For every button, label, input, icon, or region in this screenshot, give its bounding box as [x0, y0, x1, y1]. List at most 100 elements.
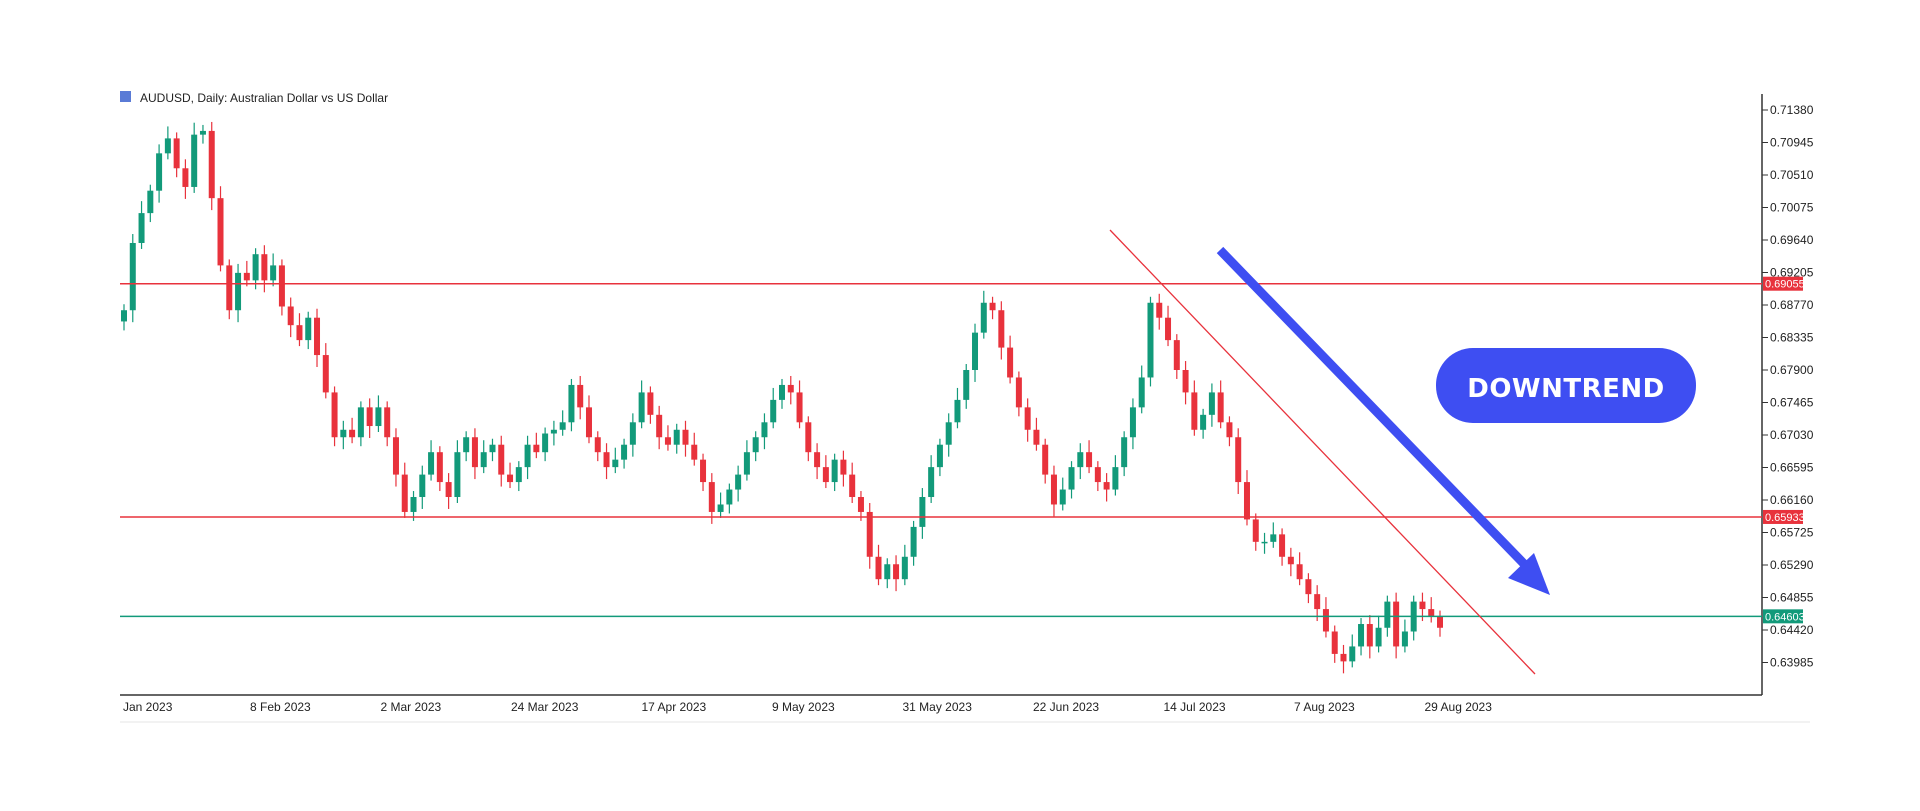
candle-body — [761, 422, 768, 438]
candle-body — [147, 190, 154, 214]
candle-body — [1226, 422, 1233, 438]
candle-body — [691, 444, 698, 460]
candle-body — [1173, 340, 1180, 370]
candle-body — [594, 437, 601, 453]
candle-body — [673, 429, 680, 445]
candle-body — [1129, 407, 1136, 438]
candle-body — [191, 134, 198, 187]
candle-body — [779, 384, 785, 400]
candle-body — [1375, 627, 1382, 647]
candle-body — [489, 444, 496, 453]
candle-body — [129, 242, 136, 311]
candle-body — [831, 459, 838, 483]
candle-body — [1050, 474, 1057, 505]
time-tick-label: 22 Jun 2023 — [1033, 700, 1099, 714]
candle-body — [708, 482, 715, 512]
candle-body — [419, 474, 426, 498]
candle-body — [507, 474, 514, 483]
price-tick-label: 0.68770 — [1770, 298, 1814, 312]
candle-body — [884, 564, 891, 580]
candle-body — [1042, 444, 1049, 475]
candle-body — [1235, 437, 1242, 483]
time-tick-label: 17 Apr 2023 — [642, 700, 707, 714]
candle-body — [340, 429, 347, 438]
level-tag-label: 0.65933 — [1765, 512, 1805, 524]
candle-body — [515, 467, 522, 483]
candle-body — [1270, 534, 1277, 542]
candle-body — [1428, 609, 1435, 617]
candle-body — [1165, 317, 1172, 341]
candle-body — [1279, 534, 1286, 557]
candle-body — [647, 392, 654, 415]
price-tick-label: 0.69205 — [1770, 266, 1814, 280]
candle-body — [770, 399, 777, 423]
downtrend-badge: DOWNTREND — [1436, 348, 1696, 423]
price-tick-label: 0.67900 — [1770, 363, 1814, 377]
candle-body — [1437, 616, 1443, 628]
candle-body — [603, 452, 610, 468]
candle-body — [1112, 467, 1119, 490]
chart-title-text: AUDUSD, Daily: Australian Dollar vs US D… — [140, 91, 388, 105]
arrow-shaft — [1216, 246, 1532, 572]
candle-body — [980, 302, 987, 333]
time-tick-label: 29 Aug 2023 — [1425, 700, 1493, 714]
candle-body — [857, 497, 864, 512]
candle-body — [840, 459, 847, 475]
candle-body — [1086, 452, 1093, 468]
price-tick-label: 0.66160 — [1770, 493, 1814, 507]
candle-body — [822, 467, 829, 483]
candle-body — [252, 254, 259, 281]
candle-body — [243, 272, 250, 281]
time-tick-label: 9 May 2023 — [772, 700, 835, 714]
candle-body — [787, 384, 794, 393]
candle-body — [901, 556, 908, 580]
candle-body — [322, 355, 329, 393]
candle-body — [945, 422, 952, 445]
chart-title: AUDUSD, Daily: Australian Dollar vs US D… — [120, 91, 388, 105]
candle-body — [919, 497, 926, 527]
candle-body — [401, 474, 408, 512]
candle-body — [1147, 302, 1154, 378]
candle-body — [1077, 452, 1084, 468]
candle-body — [217, 198, 224, 266]
candle-body — [568, 384, 575, 423]
candle-body — [936, 444, 943, 468]
candle-body — [1243, 482, 1250, 520]
candle-body — [998, 310, 1005, 348]
candle-body — [875, 556, 882, 580]
candle-body — [1024, 407, 1031, 430]
candle-body — [138, 213, 145, 243]
time-tick-label: 2 Mar 2023 — [381, 700, 442, 714]
candle-body — [375, 407, 382, 427]
candle-body — [638, 392, 645, 423]
candle-body — [173, 138, 180, 169]
candle-body — [1094, 467, 1101, 483]
candle-body — [893, 564, 900, 580]
candle-body — [270, 265, 277, 281]
candle-body — [314, 317, 321, 356]
level-tag — [1763, 509, 1803, 524]
price-scale: 0.71380 0.70945 0.70510 0.70075 0.69640 0.692… — [1762, 103, 1814, 670]
candle-body — [682, 429, 689, 445]
candle-body — [357, 407, 364, 438]
candle-body — [1314, 594, 1321, 610]
candle-body — [349, 429, 356, 438]
candle-body — [1349, 646, 1356, 662]
chart-table-icon — [120, 91, 131, 102]
candle-body — [1305, 579, 1312, 595]
candle-body — [849, 474, 856, 498]
candle-body — [621, 444, 628, 460]
candle-body — [164, 138, 171, 154]
candle-body — [392, 437, 399, 475]
candle-body — [208, 130, 215, 199]
candle-body — [156, 153, 163, 191]
price-tick-label: 0.64420 — [1770, 623, 1814, 637]
candle-body — [480, 452, 487, 468]
time-tick-label: 31 May 2023 — [903, 700, 973, 714]
candle-body — [454, 452, 461, 498]
candle-body — [664, 437, 671, 445]
candle-body — [805, 422, 812, 453]
badge-background — [1436, 348, 1696, 423]
candle-body — [1015, 377, 1022, 408]
candle-body — [1208, 392, 1215, 415]
